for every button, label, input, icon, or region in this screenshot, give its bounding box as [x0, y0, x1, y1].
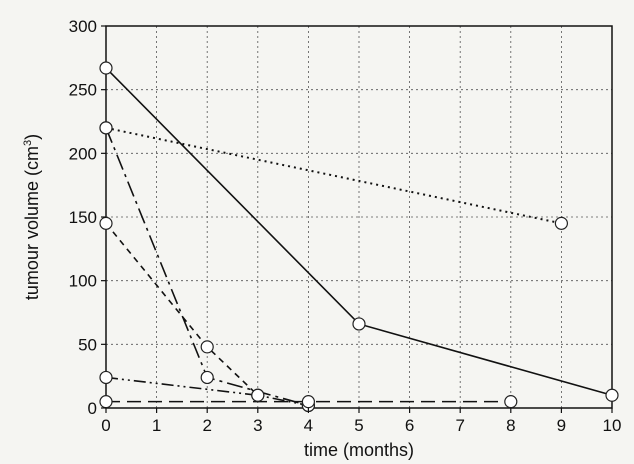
- data-point: [554, 216, 569, 230]
- series-line-4: [105, 222, 259, 396]
- x-axis-label: time (months): [304, 440, 414, 460]
- x-tick-label: 0: [101, 416, 110, 435]
- data-point: [99, 216, 113, 230]
- y-axis-label-superscript: 3: [22, 140, 34, 146]
- x-tick-label: 2: [202, 416, 211, 435]
- data-point: [99, 121, 113, 135]
- data-point: [301, 395, 315, 409]
- data-point: [200, 340, 214, 354]
- series-line-2: [105, 126, 562, 225]
- x-tick-label: 6: [405, 416, 414, 435]
- y-axis-label: tumour volume (cm3): [22, 134, 42, 300]
- x-tick-label: 7: [455, 416, 464, 435]
- data-point: [605, 388, 619, 402]
- x-tick-label: 4: [304, 416, 313, 435]
- y-axis-label-main: tumour volume (cm: [22, 146, 42, 300]
- data-points: [99, 61, 619, 413]
- data-point: [99, 395, 113, 409]
- data-point: [504, 395, 518, 409]
- data-point: [200, 370, 214, 385]
- y-tick-label: 300: [69, 17, 97, 36]
- y-tick-label: 50: [78, 335, 97, 354]
- data-point: [99, 61, 113, 75]
- y-tick-label: 0: [88, 399, 97, 418]
- x-tick-label: 1: [152, 416, 161, 435]
- y-tick-label: 150: [69, 208, 97, 227]
- x-tick-label: 5: [354, 416, 363, 435]
- y-tick-label: 200: [69, 144, 97, 163]
- y-tick-label: 100: [69, 272, 97, 291]
- x-tick-label: 9: [557, 416, 566, 435]
- x-tick-label: 3: [253, 416, 262, 435]
- data-point: [251, 388, 265, 402]
- data-point: [99, 370, 113, 385]
- grid: [106, 26, 612, 408]
- x-tick-label: 8: [506, 416, 515, 435]
- y-axis-label-close: ): [22, 134, 42, 140]
- data-point: [352, 317, 366, 331]
- y-tick-label: 250: [69, 81, 97, 100]
- x-tick-label: 10: [603, 416, 622, 435]
- series-line-5: [105, 376, 309, 407]
